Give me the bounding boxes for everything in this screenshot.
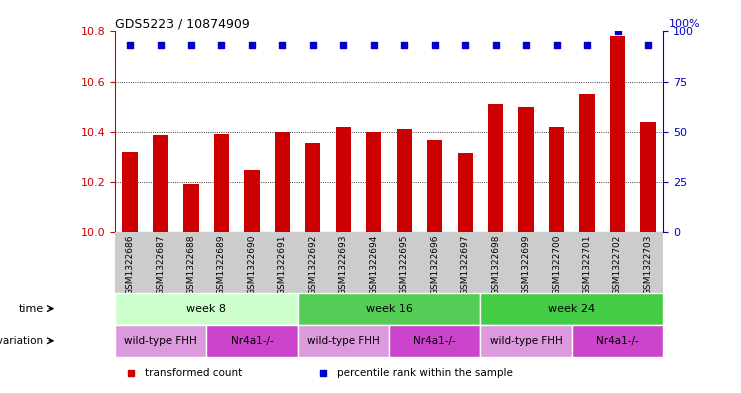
Text: wild-type FHH: wild-type FHH [490, 336, 562, 346]
Text: GSM1322700: GSM1322700 [552, 235, 561, 295]
Text: percentile rank within the sample: percentile rank within the sample [337, 368, 513, 378]
Text: GDS5223 / 10874909: GDS5223 / 10874909 [115, 17, 250, 30]
Text: time: time [19, 304, 44, 314]
Point [459, 42, 471, 49]
Text: GSM1322703: GSM1322703 [643, 235, 653, 295]
Point [368, 42, 379, 49]
Text: transformed count: transformed count [145, 368, 242, 378]
Bar [184, 184, 199, 232]
Bar [206, 325, 298, 357]
Text: GSM1322699: GSM1322699 [522, 235, 531, 295]
Text: GSM1322690: GSM1322690 [247, 235, 256, 295]
Point [581, 42, 593, 49]
Point [276, 42, 288, 49]
Point [124, 42, 136, 49]
Bar [519, 107, 534, 232]
Text: wild-type FHH: wild-type FHH [307, 336, 379, 346]
Point [551, 42, 562, 49]
Bar [366, 132, 382, 232]
Point [337, 42, 349, 49]
Text: 100%: 100% [668, 19, 700, 29]
Text: GSM1322693: GSM1322693 [339, 235, 348, 295]
Text: Nr4a1-/-: Nr4a1-/- [413, 336, 456, 346]
Bar [457, 153, 473, 232]
Bar [396, 129, 412, 232]
Bar [298, 325, 389, 357]
Point [246, 42, 258, 49]
Bar [640, 121, 656, 232]
Text: Nr4a1-/-: Nr4a1-/- [596, 336, 639, 346]
Bar [214, 134, 229, 232]
Text: week 8: week 8 [186, 304, 226, 314]
Point [216, 42, 227, 49]
Bar [336, 127, 351, 232]
Point [429, 42, 441, 49]
Bar [427, 140, 442, 232]
Text: GSM1322695: GSM1322695 [399, 235, 409, 295]
Text: GSM1322697: GSM1322697 [461, 235, 470, 295]
Point [520, 42, 532, 49]
Bar [115, 325, 206, 357]
Text: week 24: week 24 [548, 304, 595, 314]
Text: Nr4a1-/-: Nr4a1-/- [230, 336, 273, 346]
Bar [115, 292, 298, 325]
Text: GSM1322688: GSM1322688 [187, 235, 196, 295]
Text: GSM1322696: GSM1322696 [431, 235, 439, 295]
Point [399, 42, 411, 49]
Bar [298, 292, 480, 325]
Bar [610, 37, 625, 232]
Point [611, 28, 623, 35]
Point [490, 42, 502, 49]
Text: GSM1322702: GSM1322702 [613, 235, 622, 295]
Text: genotype/variation: genotype/variation [0, 336, 44, 346]
Bar [305, 143, 321, 232]
Bar [480, 325, 572, 357]
Point [185, 42, 197, 49]
Bar [389, 325, 480, 357]
Text: GSM1322692: GSM1322692 [308, 235, 317, 295]
Text: GSM1322691: GSM1322691 [278, 235, 287, 295]
Point [307, 42, 319, 49]
Bar [245, 171, 259, 232]
Bar [579, 94, 594, 232]
Bar [488, 104, 503, 232]
Bar [549, 127, 564, 232]
Text: GSM1322698: GSM1322698 [491, 235, 500, 295]
Text: GSM1322694: GSM1322694 [369, 235, 379, 295]
Bar [572, 325, 663, 357]
Bar [153, 135, 168, 232]
Text: GSM1322701: GSM1322701 [582, 235, 591, 295]
Text: GSM1322687: GSM1322687 [156, 235, 165, 295]
Point [155, 42, 167, 49]
Text: GSM1322689: GSM1322689 [217, 235, 226, 295]
Text: week 16: week 16 [365, 304, 413, 314]
Bar [480, 292, 663, 325]
Point [642, 42, 654, 49]
Bar [275, 132, 290, 232]
Text: wild-type FHH: wild-type FHH [124, 336, 197, 346]
Bar [122, 152, 138, 232]
Text: GSM1322686: GSM1322686 [125, 235, 135, 295]
Point [533, 224, 545, 230]
